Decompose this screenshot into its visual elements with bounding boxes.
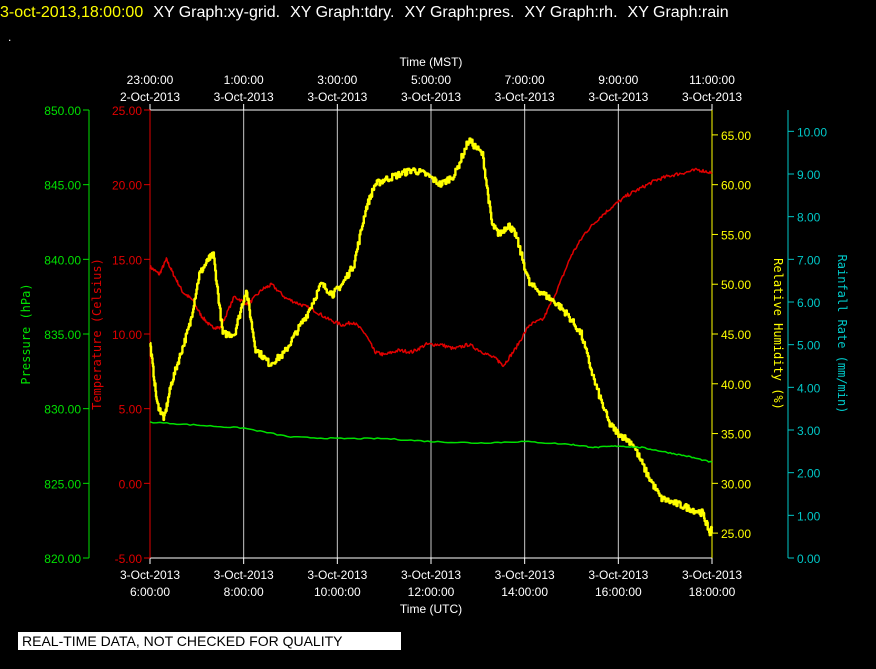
pressure-axis-label: Pressure (hPa) — [19, 283, 33, 384]
x-tick-date: 3-Oct-2013 — [588, 568, 648, 582]
pressure-tick-label: 835.00 — [44, 328, 81, 342]
timestamp: 3-oct-2013,18:00:00 — [0, 4, 144, 21]
graph-title-tdry: XY Graph:tdry. — [290, 4, 395, 21]
x-top-tick-time: 11:00:00 — [689, 73, 735, 87]
axes — [83, 104, 794, 564]
humidity-tick-label: 35.00 — [721, 428, 751, 442]
x-top-tick-date: 3-Oct-2013 — [307, 90, 367, 104]
rain-tick-label: 0.00 — [797, 552, 821, 566]
x-top-tick-date: 3-Oct-2013 — [588, 90, 648, 104]
temperature-tick-label: -5.00 — [115, 552, 143, 566]
axis-labels: 3-Oct-2013 6:00:00 3-Oct-2013 8:00:00 3-Oct-… — [19, 55, 849, 616]
dot-marker: . — [8, 30, 12, 44]
x-top-tick-date: 3-Oct-2013 — [495, 90, 555, 104]
x-top-tick-date: 3-Oct-2013 — [682, 90, 742, 104]
rain-tick-label: 4.00 — [797, 381, 821, 395]
pressure-tick-label: 840.00 — [44, 253, 81, 267]
humidity-tick-label: 30.00 — [721, 477, 751, 491]
x-top-tick-time: 9:00:00 — [598, 73, 638, 87]
x-top-tick-date: 3-Oct-2013 — [214, 90, 274, 104]
series-lines — [149, 137, 714, 537]
title-bar: 3-oct-2013,18:00:00 XY Graph:xy-grid. XY G… — [0, 0, 729, 26]
humidity-tick-label: 60.00 — [721, 179, 751, 193]
x-top-tick-date: 3-Oct-2013 — [401, 90, 461, 104]
humidity-axis-label: Relative Humidity (%) — [771, 258, 785, 410]
rain-tick-label: 2.00 — [797, 467, 821, 481]
rain-tick-label: 6.00 — [797, 296, 821, 310]
humidity-tick-label: 65.00 — [721, 129, 751, 143]
x-tick-time: 18:00:00 — [689, 585, 736, 599]
humidity-tick-label: 50.00 — [721, 278, 751, 292]
temperature-tick-label: 15.00 — [112, 253, 142, 267]
x-top-tick-time: 7:00:00 — [505, 73, 545, 87]
x-top-tick-time: 3:00:00 — [317, 73, 357, 87]
x-top-tick-time: 23:00:00 — [127, 73, 174, 87]
x-tick-time: 12:00:00 — [408, 585, 455, 599]
graph-title-pres: XY Graph:pres. — [404, 4, 515, 21]
humidity-tick-label: 25.00 — [721, 527, 751, 541]
rain-axis-label: Rainfall Rate (mm/min) — [835, 255, 849, 414]
x-tick-date: 3-Oct-2013 — [401, 568, 461, 582]
pressure-tick-label: 820.00 — [44, 552, 81, 566]
graph-title-rh: XY Graph:rh. — [524, 4, 618, 21]
humidity-tick-label: 55.00 — [721, 228, 751, 242]
rain-tick-label: 7.00 — [797, 253, 821, 267]
humidity-tick-label: 40.00 — [721, 378, 751, 392]
x-axis-label-mst: Time (MST) — [400, 55, 463, 69]
pressure-tick-label: 825.00 — [44, 477, 81, 491]
quality-warning: REAL-TIME DATA, NOT CHECKED FOR QUALITY — [18, 632, 401, 650]
pressure-tick-label: 830.00 — [44, 403, 81, 417]
temperature-axis-label: Temperature (Celsius) — [90, 258, 104, 410]
temperature-tick-label: 20.00 — [112, 179, 142, 193]
x-tick-time: 16:00:00 — [595, 585, 642, 599]
vertical-grid — [243, 110, 619, 558]
temperature-tick-label: 5.00 — [119, 403, 143, 417]
rain-tick-label: 1.00 — [797, 509, 821, 523]
x-tick-time: 6:00:00 — [130, 585, 170, 599]
x-tick-date: 3-Oct-2013 — [214, 568, 274, 582]
graph-title-xy-grid: XY Graph:xy-grid. — [153, 4, 281, 21]
x-top-tick-date: 2-Oct-2013 — [120, 90, 180, 104]
humidity-tick-label: 45.00 — [721, 328, 751, 342]
pressure-series-line — [149, 421, 713, 464]
temperature-tick-label: 25.00 — [112, 104, 142, 118]
pressure-tick-label: 845.00 — [44, 179, 81, 193]
x-axis-label-utc: Time (UTC) — [400, 602, 462, 616]
x-tick-time: 8:00:00 — [224, 585, 264, 599]
rain-tick-label: 9.00 — [797, 168, 821, 182]
x-tick-date: 3-Oct-2013 — [120, 568, 180, 582]
temperature-tick-label: 0.00 — [119, 477, 143, 491]
rain-tick-label: 5.00 — [797, 339, 821, 353]
pressure-tick-label: 850.00 — [44, 104, 81, 118]
rain-tick-label: 8.00 — [797, 211, 821, 225]
rain-tick-label: 3.00 — [797, 424, 821, 438]
x-tick-time: 10:00:00 — [314, 585, 361, 599]
x-tick-time: 14:00:00 — [501, 585, 548, 599]
x-tick-date: 3-Oct-2013 — [682, 568, 742, 582]
humidity-series-line — [149, 137, 714, 537]
graph-title-rain: XY Graph:rain — [627, 4, 729, 21]
x-top-tick-time: 5:00:00 — [411, 73, 451, 87]
rain-tick-label: 10.00 — [797, 125, 827, 139]
temperature-series-line — [149, 167, 713, 368]
x-tick-date: 3-Oct-2013 — [495, 568, 555, 582]
temperature-tick-label: 10.00 — [112, 328, 142, 342]
x-tick-date: 3-Oct-2013 — [307, 568, 367, 582]
x-top-tick-time: 1:00:00 — [224, 73, 264, 87]
